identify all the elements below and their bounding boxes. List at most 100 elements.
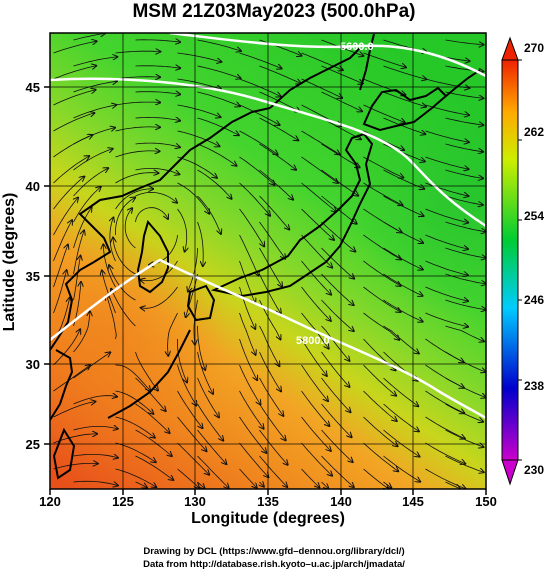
wind-streamline: [73, 231, 85, 275]
wind-streamline: [135, 117, 181, 120]
wind-streamline: [239, 130, 278, 155]
wind-streamline: [425, 156, 469, 169]
wind-streamline: [425, 416, 465, 439]
wind-streamline: [73, 105, 117, 119]
wind-streamline: [186, 273, 198, 317]
wind-streamline: [383, 221, 424, 243]
wind-streamline: [177, 104, 221, 117]
x-tick-label: 120: [39, 494, 61, 509]
wind-streamline: [445, 91, 484, 98]
colorbar-label: 254: [524, 209, 544, 223]
wind-streamline: [259, 403, 286, 440]
wind-streamline: [383, 455, 421, 482]
wind-streamline: [53, 220, 73, 262]
wind-streamline: [259, 195, 290, 230]
wind-streamline: [363, 260, 401, 286]
wind-streamline: [73, 149, 113, 171]
wind-streamline: [73, 168, 109, 197]
wind-streamline: [425, 182, 469, 196]
wind-streamline: [53, 463, 98, 470]
wind-streamline: [259, 39, 302, 56]
wind-streamline: [73, 426, 118, 430]
wind-streamline: [53, 66, 97, 80]
x-tick-label: 125: [112, 494, 134, 509]
y-tick-label: 30: [26, 357, 40, 372]
wind-streamline: [425, 390, 465, 413]
wind-streamline: [177, 156, 217, 178]
wind-streamline: [73, 454, 118, 457]
wind-streamline: [445, 481, 461, 489]
wind-streamline: [445, 39, 484, 45]
wind-streamline: [53, 156, 90, 184]
wind-streamline: [53, 402, 96, 418]
wind-streamline: [259, 351, 282, 391]
wind-streamline: [301, 364, 329, 401]
wind-streamline: [301, 130, 340, 154]
contour-label-5800: 5800.0: [296, 335, 330, 347]
wind-streamline: [177, 390, 203, 428]
wind-streamline: [115, 189, 154, 210]
wind-streamline: [135, 191, 178, 202]
wind-streamline: [53, 270, 67, 314]
x-tick-label: 145: [402, 494, 424, 509]
coastline-ryukyu: [107, 329, 191, 419]
wind-streamline: [259, 117, 299, 140]
wind-streamline: [363, 416, 398, 446]
wind-streamline: [113, 238, 136, 275]
wind-streamline: [197, 221, 204, 266]
wind-streamline: [239, 260, 256, 303]
y-tick-label: 35: [26, 269, 40, 284]
wind-streamline: [239, 182, 271, 216]
wind-streamline: [363, 442, 399, 471]
wind-streamline: [53, 113, 95, 132]
wind-streamline: [177, 130, 220, 146]
wind-streamline: [445, 429, 484, 447]
wind-streamline: [239, 286, 256, 329]
wind-streamline: [363, 468, 389, 489]
wind-streamline: [321, 455, 354, 487]
wind-streamline: [239, 312, 256, 355]
wind-streamline: [135, 168, 180, 174]
coastline-russia: [269, 47, 361, 109]
wind-streamline: [383, 481, 392, 488]
x-tick-label: 140: [330, 494, 352, 509]
colorbar-label: 230: [524, 463, 544, 477]
credit-data: Data from http://database.rish.kyoto–u.a…: [143, 559, 405, 570]
wind-streamline: [259, 65, 301, 83]
wind-streamline: [383, 91, 426, 107]
wind-streamline: [135, 455, 174, 480]
wind-streamline: [321, 273, 354, 305]
wind-streamline: [177, 339, 188, 382]
wind-streamline: [239, 468, 257, 488]
wind-streamline: [239, 208, 265, 246]
colorbar: [501, 36, 522, 486]
wind-streamline: [363, 390, 397, 421]
y-tick-label: 45: [26, 80, 40, 95]
wind-streamline: [177, 442, 210, 475]
wind-streamline: [321, 377, 351, 412]
chart-title: MSM 21Z03May2023 (500.0hPa): [132, 1, 416, 22]
wind-streamline: [445, 299, 486, 310]
wind-streamline: [383, 143, 425, 162]
wind-streamline: [135, 207, 169, 223]
wind-streamline: [124, 208, 136, 249]
wind-streamline: [135, 92, 181, 95]
colorbar-label: 246: [524, 293, 544, 307]
wind-streamline: [363, 182, 403, 205]
wind-streamline: [321, 403, 352, 437]
wind-streamline: [301, 208, 335, 240]
wind-streamline: [73, 81, 117, 93]
y-tick-label: 25: [26, 437, 40, 452]
wind-streamline: [321, 91, 363, 111]
wind-streamline: [111, 289, 136, 327]
wind-streamline: [239, 104, 280, 125]
wind-streamline: [197, 455, 229, 488]
wind-streamline: [135, 429, 172, 456]
coastline-kuril: [445, 69, 481, 97]
wind-streamline: [135, 66, 181, 68]
wind-streamline: [53, 90, 96, 106]
wind-streamline: [53, 365, 91, 392]
wind-streamline: [445, 195, 483, 205]
wind-streamline: [259, 169, 294, 200]
